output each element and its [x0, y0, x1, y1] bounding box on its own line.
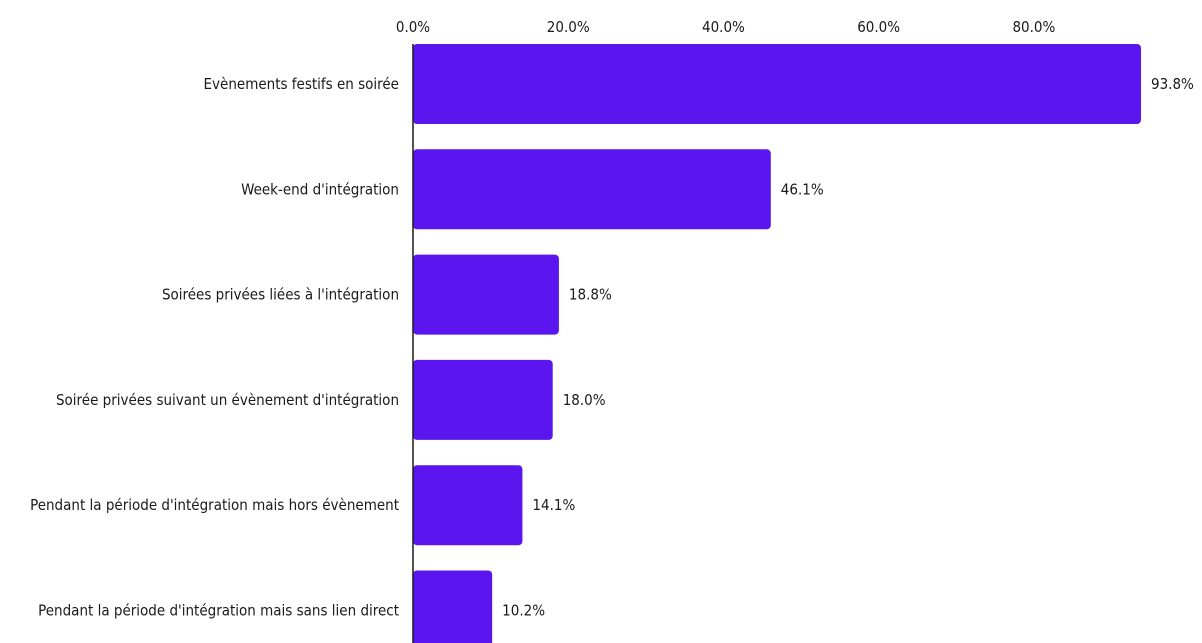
x-tick-label: 80.0% [1012, 18, 1055, 36]
x-axis-ticks: 0.0% 20.0% 40.0% 60.0% 80.0% [396, 18, 1056, 36]
x-tick-label: 20.0% [547, 18, 590, 36]
value-label: 46.1% [781, 180, 824, 198]
bar [413, 44, 1141, 124]
category-label: Soirées privées liées à l'intégration [162, 286, 399, 304]
value-label: 18.8% [569, 286, 612, 304]
bar [413, 359, 553, 440]
category-label: Week-end d'intégration [241, 180, 399, 198]
value-label: 14.1% [532, 496, 575, 514]
category-label: Pendant la période d'intégration mais sa… [38, 602, 399, 620]
value-label: 10.2% [502, 602, 545, 620]
x-tick-label: 60.0% [857, 18, 900, 36]
x-tick-label: 40.0% [702, 18, 745, 36]
value-label: 93.8% [1151, 75, 1194, 93]
category-labels: Evènements festifs en soirée Week-end d'i… [30, 75, 399, 620]
category-label: Soirée privées suivant un évènement d'in… [56, 391, 399, 409]
bars [413, 44, 1141, 643]
bar [413, 254, 559, 335]
x-tick-label: 0.0% [396, 18, 430, 36]
bar [413, 465, 523, 546]
value-labels: 93.8% 46.1% 18.8% 18.0% 14.1% 10.2% [502, 75, 1194, 620]
bar [413, 149, 771, 230]
category-label: Evènements festifs en soirée [204, 75, 399, 93]
category-label: Pendant la période d'intégration mais ho… [30, 496, 399, 514]
bar [413, 570, 493, 643]
value-label: 18.0% [563, 391, 606, 409]
